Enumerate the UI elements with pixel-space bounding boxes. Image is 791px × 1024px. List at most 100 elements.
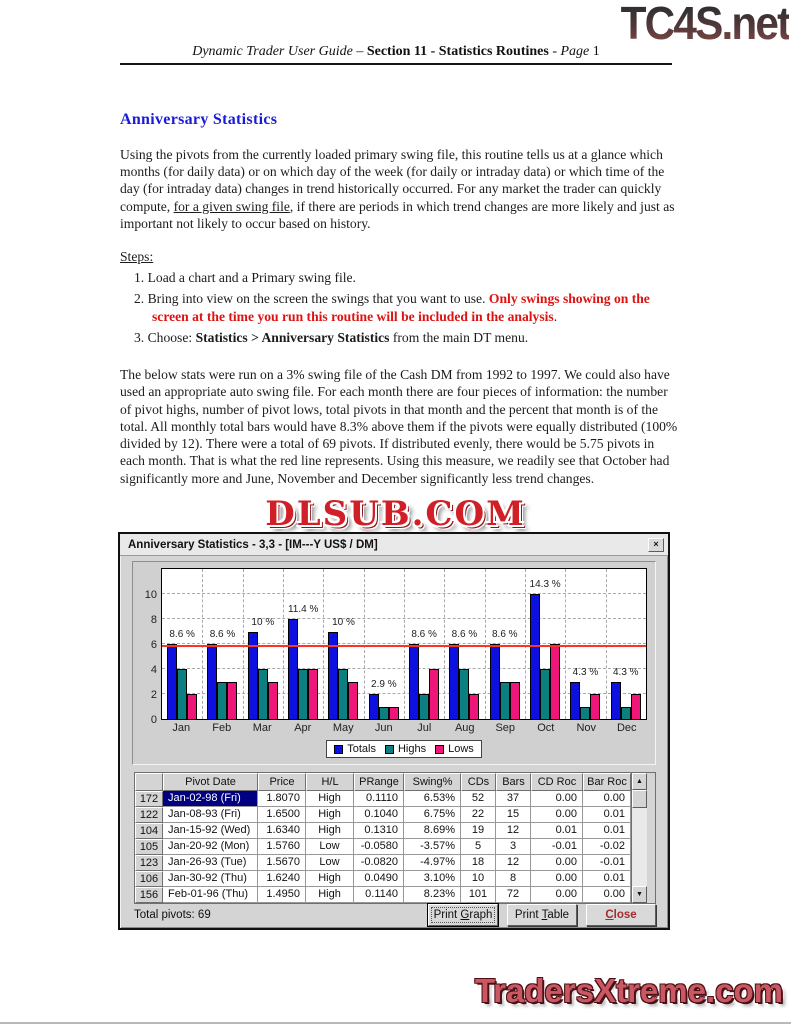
- x-tick-label: Jan: [172, 722, 191, 734]
- row-number[interactable]: 105: [135, 839, 163, 855]
- table-cell[interactable]: 37: [496, 791, 531, 807]
- print-graph-button[interactable]: Print Graph: [427, 903, 499, 927]
- y-tick-label: 2: [150, 689, 157, 701]
- table-cell[interactable]: 12: [496, 855, 531, 871]
- close-button[interactable]: Close: [586, 904, 656, 926]
- table-cell[interactable]: 72: [496, 887, 531, 903]
- table-cell[interactable]: 19: [461, 823, 496, 839]
- table-cell[interactable]: 0.01: [583, 823, 631, 839]
- table-cell[interactable]: High: [306, 887, 354, 903]
- print-table-button[interactable]: Print Table: [507, 904, 577, 926]
- table-cell[interactable]: -0.0820: [354, 855, 404, 871]
- table-cell[interactable]: 52: [461, 791, 496, 807]
- scrollbar-track[interactable]: [632, 808, 647, 886]
- month-group: 8.6 %: [202, 569, 242, 719]
- table-cell[interactable]: 1.6500: [258, 807, 306, 823]
- x-tick-label: Nov: [576, 722, 597, 734]
- table-cell[interactable]: 6.53%: [404, 791, 461, 807]
- table-cell[interactable]: 0.01: [583, 871, 631, 887]
- tc4s-watermark: TC4S.net: [620, 0, 791, 49]
- table-cell[interactable]: 5: [461, 839, 496, 855]
- table-cell[interactable]: 10: [461, 871, 496, 887]
- table-scrollbar[interactable]: ▲ ▼: [631, 773, 647, 903]
- column-header[interactable]: H/L: [306, 773, 354, 791]
- row-number[interactable]: 104: [135, 823, 163, 839]
- dialog-titlebar[interactable]: Anniversary Statistics - 3,3 - [IM---Y U…: [120, 534, 668, 556]
- table-cell[interactable]: 8: [496, 871, 531, 887]
- bar-lows: [469, 694, 480, 719]
- row-number[interactable]: 106: [135, 871, 163, 887]
- table-cell[interactable]: High: [306, 791, 354, 807]
- table-cell[interactable]: 8.23%: [404, 887, 461, 903]
- table-cell[interactable]: 1.4950: [258, 887, 306, 903]
- table-cell[interactable]: Jan-02-98 (Fri): [163, 791, 258, 807]
- month-group: 14.3 %: [525, 569, 565, 719]
- table-cell[interactable]: -0.01: [583, 855, 631, 871]
- table-cell[interactable]: -0.02: [583, 839, 631, 855]
- table-cell[interactable]: Jan-30-92 (Thu): [163, 871, 258, 887]
- scroll-up-icon[interactable]: ▲: [632, 773, 647, 790]
- chart-panel: 0 2 4 6 8 10 8.6 % 8.6 % 10 % 11.4 % 10 % 2.9 % 8.6…: [132, 561, 656, 765]
- table-cell[interactable]: 0.00: [531, 855, 583, 871]
- table-cell[interactable]: 0.1140: [354, 887, 404, 903]
- step-1: 1. Load a chart and a Primary swing file…: [134, 270, 356, 286]
- column-header[interactable]: Price: [258, 773, 306, 791]
- scrollbar-thumb[interactable]: [632, 790, 647, 808]
- column-header[interactable]: CDs: [461, 773, 496, 791]
- bar-lows: [630, 694, 641, 719]
- table-cell[interactable]: 101: [461, 887, 496, 903]
- table-cell[interactable]: Feb-01-96 (Thu): [163, 887, 258, 903]
- column-header[interactable]: Swing%: [404, 773, 461, 791]
- column-header[interactable]: PRange: [354, 773, 404, 791]
- column-header[interactable]: Pivot Date: [163, 773, 258, 791]
- table-cell[interactable]: 1.6340: [258, 823, 306, 839]
- table-cell[interactable]: -0.01: [531, 839, 583, 855]
- table-cell[interactable]: 1.6240: [258, 871, 306, 887]
- table-cell[interactable]: 0.1110: [354, 791, 404, 807]
- scroll-down-icon[interactable]: ▼: [632, 886, 647, 903]
- table-cell[interactable]: Low: [306, 839, 354, 855]
- table-cell[interactable]: High: [306, 807, 354, 823]
- column-header[interactable]: Bars: [496, 773, 531, 791]
- table-cell[interactable]: 1.5670: [258, 855, 306, 871]
- table-cell[interactable]: -0.0580: [354, 839, 404, 855]
- table-cell[interactable]: 12: [496, 823, 531, 839]
- table-cell[interactable]: 0.01: [583, 807, 631, 823]
- table-cell[interactable]: 3: [496, 839, 531, 855]
- row-number[interactable]: 172: [135, 791, 163, 807]
- table-cell[interactable]: 0.00: [583, 791, 631, 807]
- table-cell[interactable]: 0.0490: [354, 871, 404, 887]
- table-cell[interactable]: 3.10%: [404, 871, 461, 887]
- close-icon[interactable]: ×: [648, 537, 664, 552]
- table-cell[interactable]: -4.97%: [404, 855, 461, 871]
- table-cell[interactable]: Low: [306, 855, 354, 871]
- table-cell[interactable]: 0.00: [531, 791, 583, 807]
- table-cell[interactable]: 0.00: [531, 887, 583, 903]
- table-cell[interactable]: 0.1310: [354, 823, 404, 839]
- table-cell[interactable]: 0.01: [531, 823, 583, 839]
- table-cell[interactable]: 0.1040: [354, 807, 404, 823]
- table-cell[interactable]: High: [306, 871, 354, 887]
- table-cell[interactable]: Jan-08-93 (Fri): [163, 807, 258, 823]
- row-number[interactable]: 156: [135, 887, 163, 903]
- table-cell[interactable]: 18: [461, 855, 496, 871]
- table-cell[interactable]: High: [306, 823, 354, 839]
- row-number[interactable]: 122: [135, 807, 163, 823]
- table-cell[interactable]: -3.57%: [404, 839, 461, 855]
- column-header[interactable]: [135, 773, 163, 791]
- table-cell[interactable]: 22: [461, 807, 496, 823]
- table-cell[interactable]: Jan-20-92 (Mon): [163, 839, 258, 855]
- table-cell[interactable]: 15: [496, 807, 531, 823]
- table-cell[interactable]: Jan-26-93 (Tue): [163, 855, 258, 871]
- column-header[interactable]: CD Roc: [531, 773, 583, 791]
- table-cell[interactable]: 0.00: [531, 871, 583, 887]
- column-header[interactable]: Bar Roc: [583, 773, 631, 791]
- table-cell[interactable]: 1.8070: [258, 791, 306, 807]
- table-cell[interactable]: Jan-15-92 (Wed): [163, 823, 258, 839]
- table-cell[interactable]: 0.00: [583, 887, 631, 903]
- table-cell[interactable]: 6.75%: [404, 807, 461, 823]
- table-cell[interactable]: 0.00: [531, 807, 583, 823]
- row-number[interactable]: 123: [135, 855, 163, 871]
- table-cell[interactable]: 1.5760: [258, 839, 306, 855]
- table-cell[interactable]: 8.69%: [404, 823, 461, 839]
